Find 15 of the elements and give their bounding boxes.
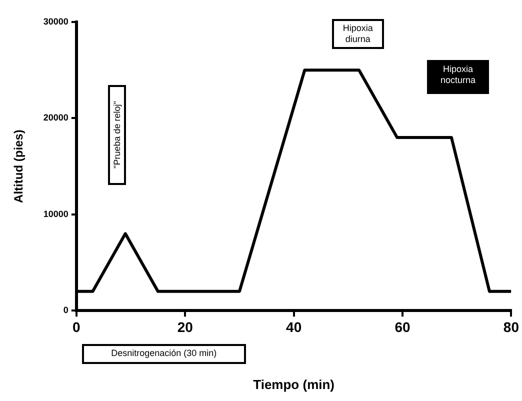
- y-tick-label: 10000: [43, 208, 68, 219]
- x-tick-label: 0: [72, 318, 81, 335]
- y-axis-title: Altitud (pies): [12, 130, 26, 203]
- label-box: Desnitrogenación (30 min): [82, 344, 246, 364]
- x-tick-label: 40: [286, 318, 302, 335]
- y-tick-label: 30000: [43, 16, 68, 26]
- y-tick-label: 0: [63, 305, 68, 316]
- x-axis-title: Tiempo (min): [253, 376, 335, 392]
- label-box: Hipoxia nocturna: [426, 60, 489, 94]
- x-tick-label: 60: [394, 318, 411, 335]
- y-tick-label: 20000: [43, 112, 68, 123]
- label-box: Hipoxia diurna: [332, 19, 384, 50]
- label-box: "Prueba de reloj": [108, 84, 126, 185]
- x-tick-label: 20: [177, 318, 194, 335]
- x-tick-label: 80: [503, 318, 520, 335]
